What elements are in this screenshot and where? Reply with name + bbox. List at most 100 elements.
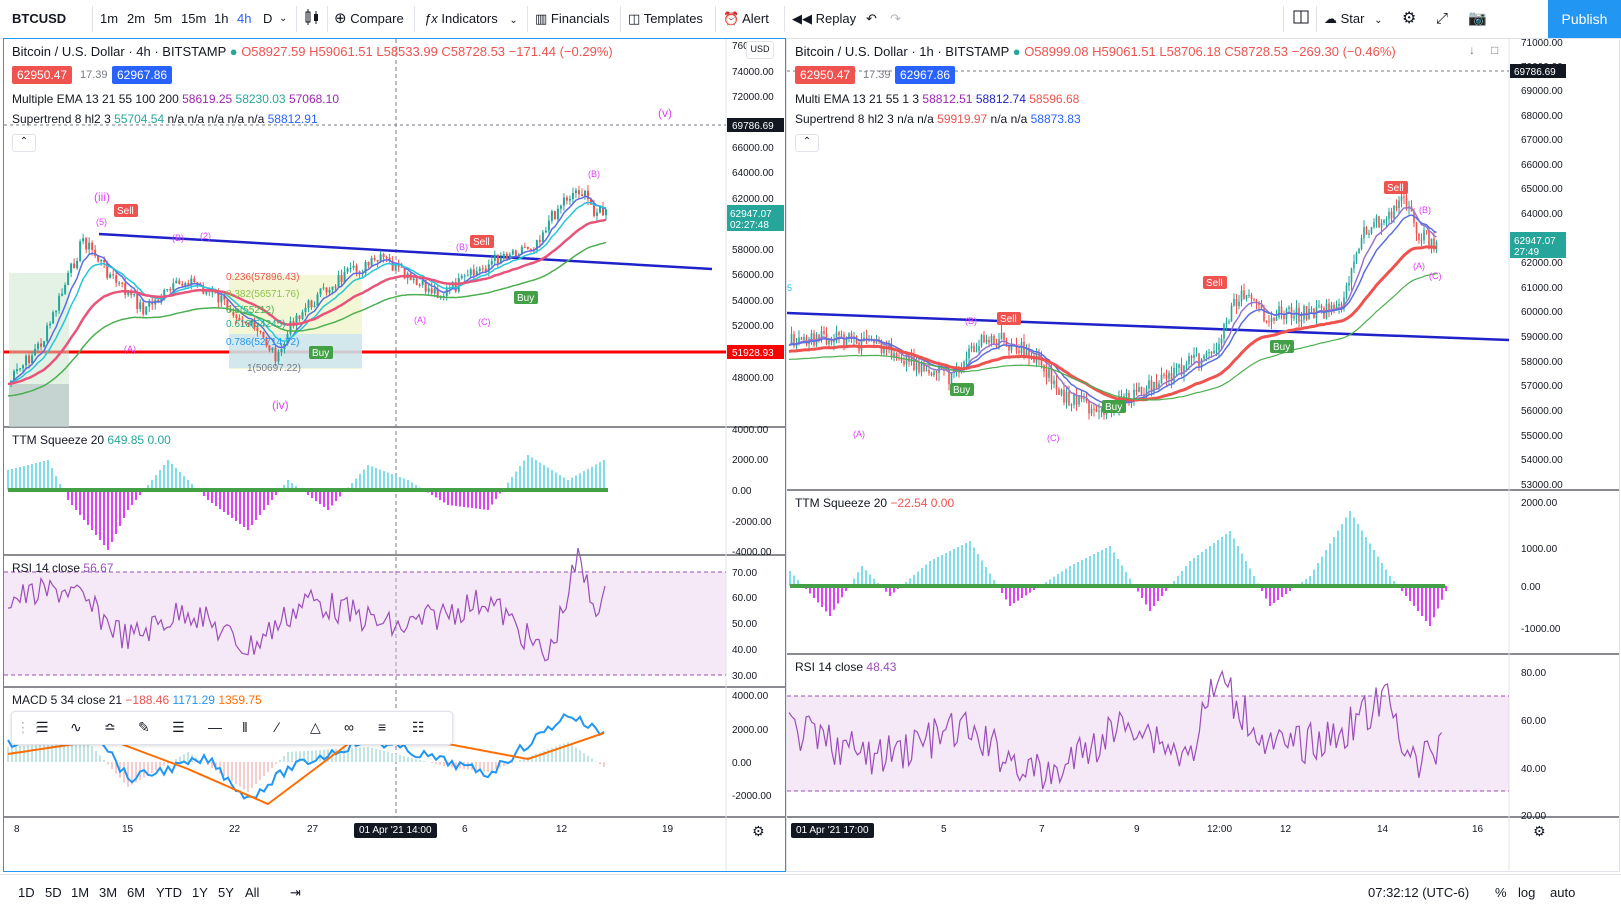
fib-label: 0.786(52714.72)	[226, 337, 299, 348]
lines-tool-icon[interactable]: ☰	[36, 719, 49, 735]
candle	[1280, 306, 1283, 314]
interval-5m[interactable]: 5m	[154, 11, 173, 26]
interval-4h[interactable]: 4h	[237, 11, 252, 26]
candle	[250, 320, 253, 325]
vertical-lines-tool-icon[interactable]: ‖	[242, 719, 248, 735]
range-6m[interactable]: 6M	[127, 885, 146, 900]
alert-button[interactable]: ⏰ Alert	[723, 8, 769, 30]
left-ask-badge[interactable]: 62967.86	[112, 66, 173, 84]
drawing-toolbar[interactable]: ⋮⋮ ☰ ∿ ≏ ✎ ☰ — ‖ ∕ △ ∞ ≡ ☷	[11, 711, 453, 745]
left-axis-gear-icon[interactable]: ⚙	[752, 823, 765, 839]
horizontal-line-tool-icon[interactable]: —	[208, 719, 222, 735]
candle-type-icon[interactable]	[303, 8, 321, 30]
interval-1m[interactable]: 1m	[100, 11, 119, 26]
right-chart-canvas[interactable]: 71000.0070000.0069000.0068000.0067000.00…	[787, 39, 1619, 871]
measure-tool-icon[interactable]: ☷	[412, 719, 425, 735]
candle	[109, 274, 112, 278]
arrow-down-icon[interactable]: ↓	[1469, 43, 1475, 57]
indicators-button[interactable]: ƒx Indicators ⌄	[424, 8, 518, 30]
maximize-icon[interactable]: □	[1491, 43, 1499, 57]
trendline-tool-icon[interactable]: ∕	[276, 719, 279, 735]
range-5y[interactable]: 5Y	[218, 885, 234, 900]
gann-tool-icon[interactable]: ∞	[344, 719, 354, 735]
goto-date-icon[interactable]: ⇥	[290, 885, 301, 900]
right-ask-badge[interactable]: 62967.86	[895, 66, 956, 84]
wave-tool-icon[interactable]: ∿	[70, 719, 82, 735]
interval-chevron-down-icon[interactable]: ⌄	[279, 13, 288, 24]
pen-tool-icon[interactable]: ✎	[138, 719, 150, 735]
layout-icon[interactable]	[1292, 8, 1310, 30]
fib-tool-icon[interactable]: ≡	[378, 719, 387, 735]
y-axis-label: 65000.00	[1521, 184, 1563, 195]
collapse-legend-icon[interactable]: ⌃	[795, 134, 819, 152]
ema-label: Multiple EMA 13 21 55 100 200	[12, 92, 179, 106]
left-symbol-title: Bitcoin / U.S. Dollar · 4h · BITSTAMP	[12, 44, 227, 59]
redo-icon[interactable]: ↷	[890, 11, 901, 26]
rsi-axis-label: 80.00	[1521, 668, 1546, 679]
x-axis-label: 14	[1377, 824, 1389, 835]
right-ema-legend[interactable]: Multi EMA 13 21 55 1 3 58812.51 58812.74…	[795, 92, 1079, 106]
candle	[983, 335, 985, 343]
candle	[259, 331, 262, 333]
left-supertrend-legend[interactable]: Supertrend 8 hl2 3 55704.54 n/a n/a n/a …	[12, 112, 318, 126]
range-3m[interactable]: 3M	[99, 885, 118, 900]
channel-tool-icon[interactable]: ☰	[172, 719, 185, 735]
range-1d[interactable]: 1D	[18, 885, 35, 900]
undo-icon[interactable]: ↶	[866, 11, 877, 26]
candle	[920, 363, 923, 373]
auto-toggle[interactable]: auto	[1550, 885, 1576, 900]
right-rsi-legend[interactable]: RSI 14 close 48.43	[795, 660, 896, 674]
left-bid-badge[interactable]: 62950.47	[12, 66, 73, 84]
gear-icon[interactable]: ⚙	[1402, 10, 1417, 27]
last-price: 62947.07	[730, 209, 772, 220]
left-ttm-legend[interactable]: TTM Squeeze 20 649.85 0.00	[12, 433, 171, 447]
candle	[968, 348, 970, 359]
y-axis-label: 54000.00	[732, 296, 774, 307]
ema-line	[7, 218, 607, 386]
range-1m[interactable]: 1M	[71, 885, 90, 900]
interval-d[interactable]: D	[263, 11, 273, 26]
left-macd-legend[interactable]: MACD 5 34 close 21 −188.46 1171.29 1359.…	[12, 693, 262, 707]
right-chart-pane[interactable]: 71000.0070000.0069000.0068000.0067000.00…	[786, 38, 1620, 872]
range-5d[interactable]: 5D	[45, 885, 62, 900]
currency-button[interactable]: USD	[746, 41, 774, 59]
range-all[interactable]: All	[245, 885, 260, 900]
star-button[interactable]: ☁ Star ⌄	[1324, 8, 1382, 30]
range-1y[interactable]: 1Y	[192, 885, 208, 900]
right-axis-gear-icon[interactable]: ⚙	[1533, 823, 1546, 839]
financials-button[interactable]: ▥ Financials	[535, 8, 609, 30]
compare-button[interactable]: ⊕ Compare	[334, 8, 404, 30]
interval-1h[interactable]: 1h	[214, 11, 229, 26]
y-axis-label: 62000.00	[1521, 258, 1563, 269]
camera-icon[interactable]: 📷	[1468, 10, 1487, 27]
drag-handle-icon[interactable]: ⋮⋮	[16, 719, 44, 735]
percent-toggle[interactable]: %	[1495, 885, 1507, 900]
collapse-legend-icon[interactable]: ⌃	[12, 134, 36, 152]
candle	[253, 320, 256, 328]
right-ttm-legend[interactable]: TTM Squeeze 20 −22.54 0.00	[795, 496, 954, 510]
left-chart-pane[interactable]: 76000.0074000.0072000.0068000.0066000.00…	[3, 38, 786, 872]
fullscreen-icon[interactable]: ⤢	[1436, 10, 1449, 27]
candle	[895, 353, 898, 358]
pattern-tool-icon[interactable]: △	[310, 719, 321, 735]
left-chart-canvas[interactable]: 76000.0074000.0072000.0068000.0066000.00…	[4, 39, 785, 871]
clock-time[interactable]: 07:32:12 (UTC-6)	[1368, 885, 1470, 900]
candle	[1095, 408, 1098, 412]
right-bid-badge[interactable]: 62950.47	[795, 66, 856, 84]
range-ytd[interactable]: YTD	[156, 885, 182, 900]
interval-2m[interactable]: 2m	[127, 11, 146, 26]
candle	[337, 275, 340, 287]
interval-15m[interactable]: 15m	[181, 11, 207, 26]
candle	[1058, 389, 1060, 395]
templates-button[interactable]: ◫ Templates	[628, 8, 703, 30]
left-rsi-legend[interactable]: RSI 14 close 56.67	[12, 561, 113, 575]
abc-tool-icon[interactable]: ≏	[104, 719, 116, 735]
candle	[1390, 211, 1393, 219]
replay-button[interactable]: ◀◀ Replay	[792, 8, 856, 30]
left-ema-legend[interactable]: Multiple EMA 13 21 55 100 200 58619.25 5…	[12, 92, 339, 106]
candle	[1288, 307, 1290, 310]
log-toggle[interactable]: log	[1518, 885, 1536, 900]
publish-button[interactable]: Publish	[1548, 0, 1621, 38]
right-supertrend-legend[interactable]: Supertrend 8 hl2 3 n/a n/a 59919.97 n/a …	[795, 112, 1081, 126]
symbol-search[interactable]: BTCUSD	[12, 11, 67, 26]
